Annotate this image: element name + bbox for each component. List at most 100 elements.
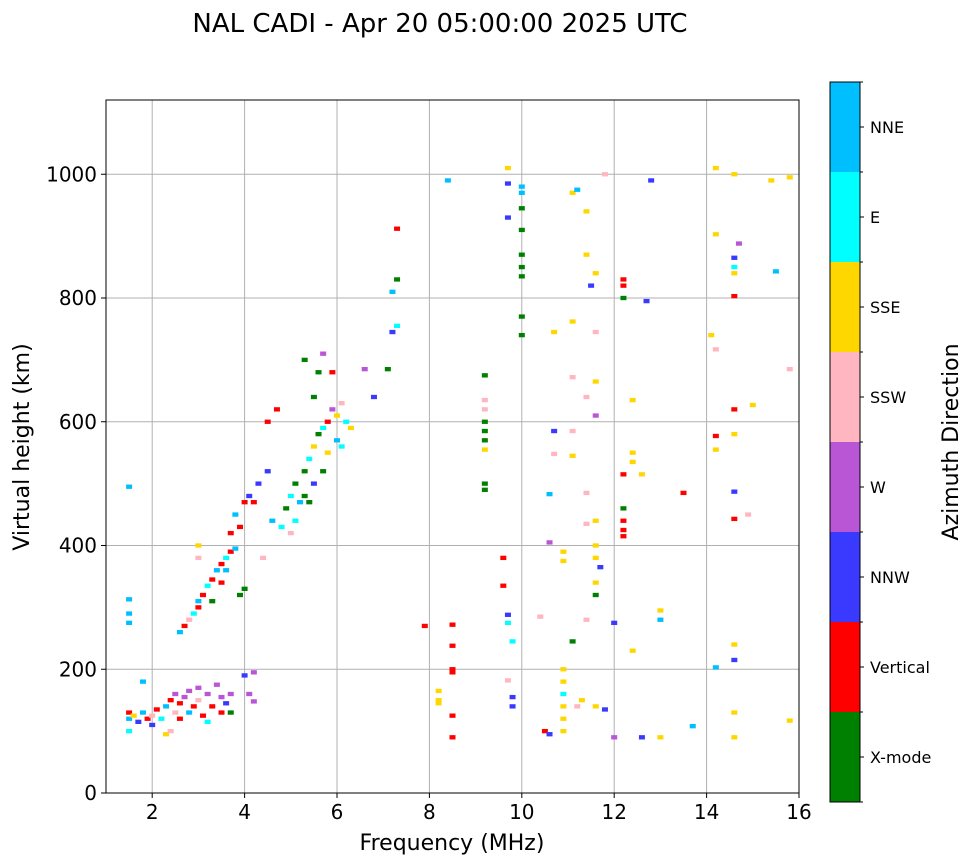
data-point-sse [435, 688, 442, 694]
data-point-nnw [638, 735, 645, 740]
data-point-sse [592, 580, 599, 585]
data-point-sse [731, 271, 738, 276]
y-tick-label: 600 [59, 410, 97, 434]
data-point-ssw [172, 710, 179, 715]
data-point-x-mode [227, 710, 234, 715]
data-point-x-mode [320, 469, 327, 474]
x-tick-label: 14 [694, 800, 719, 824]
data-point-x-mode [384, 366, 391, 372]
data-point-sse [310, 444, 317, 449]
data-point-ssw [583, 617, 590, 622]
data-point-w [227, 691, 234, 697]
data-point-vertical [195, 605, 202, 610]
data-point-vertical [500, 583, 507, 588]
data-point-ssw [195, 698, 202, 703]
data-point-sse [504, 165, 511, 171]
data-point-sse [592, 379, 599, 384]
data-point-vertical [200, 713, 207, 718]
data-point-ssw [574, 704, 581, 709]
data-point-ssw [260, 555, 267, 561]
data-point-vertical [541, 728, 548, 734]
data-point-x-mode [241, 586, 248, 591]
data-point-vertical [236, 524, 243, 530]
data-point-x-mode [518, 252, 525, 257]
data-point-vertical [241, 500, 248, 505]
data-point-x-mode [310, 394, 317, 400]
colorbar-label-ssw: SSW [870, 388, 906, 407]
data-point-w [611, 735, 618, 740]
data-point-nne [223, 568, 230, 573]
data-point-ssw [786, 366, 793, 372]
data-point-vertical [680, 490, 687, 496]
data-point-e [560, 691, 567, 697]
data-point-x-mode [518, 227, 525, 233]
data-point-ssw [481, 397, 488, 403]
data-point-e [204, 719, 211, 725]
data-point-x-mode [620, 506, 627, 511]
data-point-sse [629, 397, 636, 403]
data-point-x-mode [283, 506, 290, 511]
data-point-x-mode [315, 370, 322, 375]
data-point-nne [163, 704, 170, 709]
data-point-nne [126, 716, 133, 721]
data-point-nne [657, 617, 664, 622]
data-point-vertical [731, 516, 738, 522]
data-point-vertical [250, 500, 257, 505]
data-point-sse [560, 667, 567, 672]
data-point-sse [560, 704, 567, 709]
data-point-nnw [551, 428, 558, 434]
colorbar-label-sse: SSE [870, 298, 900, 317]
data-point-vertical [218, 710, 225, 715]
data-point-w [329, 407, 336, 412]
data-point-sse [592, 704, 599, 709]
data-point-nnw [611, 620, 618, 626]
data-point-nnw [546, 732, 553, 737]
data-point-nnw [255, 481, 262, 486]
data-point-nne [139, 710, 146, 715]
data-point-x-mode [236, 592, 243, 598]
data-point-w [361, 366, 368, 372]
data-point-x-mode [481, 419, 488, 424]
data-point-nne [186, 710, 193, 715]
data-point-sse [195, 543, 202, 548]
data-point-nne [126, 611, 133, 616]
data-point-x-mode [518, 206, 525, 211]
data-point-w [218, 694, 225, 700]
data-point-vertical [620, 277, 627, 282]
data-point-ssw [745, 512, 752, 517]
data-point-nnw [370, 394, 377, 400]
data-point-sse [629, 459, 636, 465]
data-point-sse [560, 549, 567, 554]
y-tick-label: 200 [59, 657, 97, 681]
data-point-nnw [264, 469, 271, 474]
data-point-sse [712, 165, 719, 171]
data-point-e [158, 716, 165, 721]
data-point-ssw [583, 490, 590, 496]
data-point-vertical [144, 716, 151, 721]
data-point-sse [569, 453, 576, 458]
x-tick-label: 6 [331, 800, 344, 824]
data-point-nne [139, 679, 146, 684]
data-point-x-mode [518, 332, 525, 338]
data-point-nnw [241, 673, 248, 678]
x-tick-label: 4 [238, 800, 251, 824]
data-points [126, 165, 793, 740]
data-point-x-mode [306, 500, 313, 505]
colorbar-label-nne: NNE [870, 118, 904, 137]
data-point-vertical [126, 710, 133, 715]
data-point-vertical [190, 704, 197, 709]
data-point-vertical [209, 704, 216, 709]
data-point-ssw [195, 555, 202, 561]
data-point-e [394, 323, 401, 329]
data-point-sse [731, 642, 738, 647]
colorbar-swatch-vertical [830, 622, 860, 712]
data-point-w [246, 691, 253, 697]
data-point-w [250, 699, 257, 704]
data-point-vertical [176, 701, 183, 706]
data-point-sse [731, 710, 738, 715]
data-point-x-mode [301, 469, 308, 474]
data-point-vertical [449, 667, 456, 672]
data-point-sse [657, 608, 664, 613]
data-point-vertical [218, 561, 225, 567]
data-point-nne [213, 568, 220, 573]
